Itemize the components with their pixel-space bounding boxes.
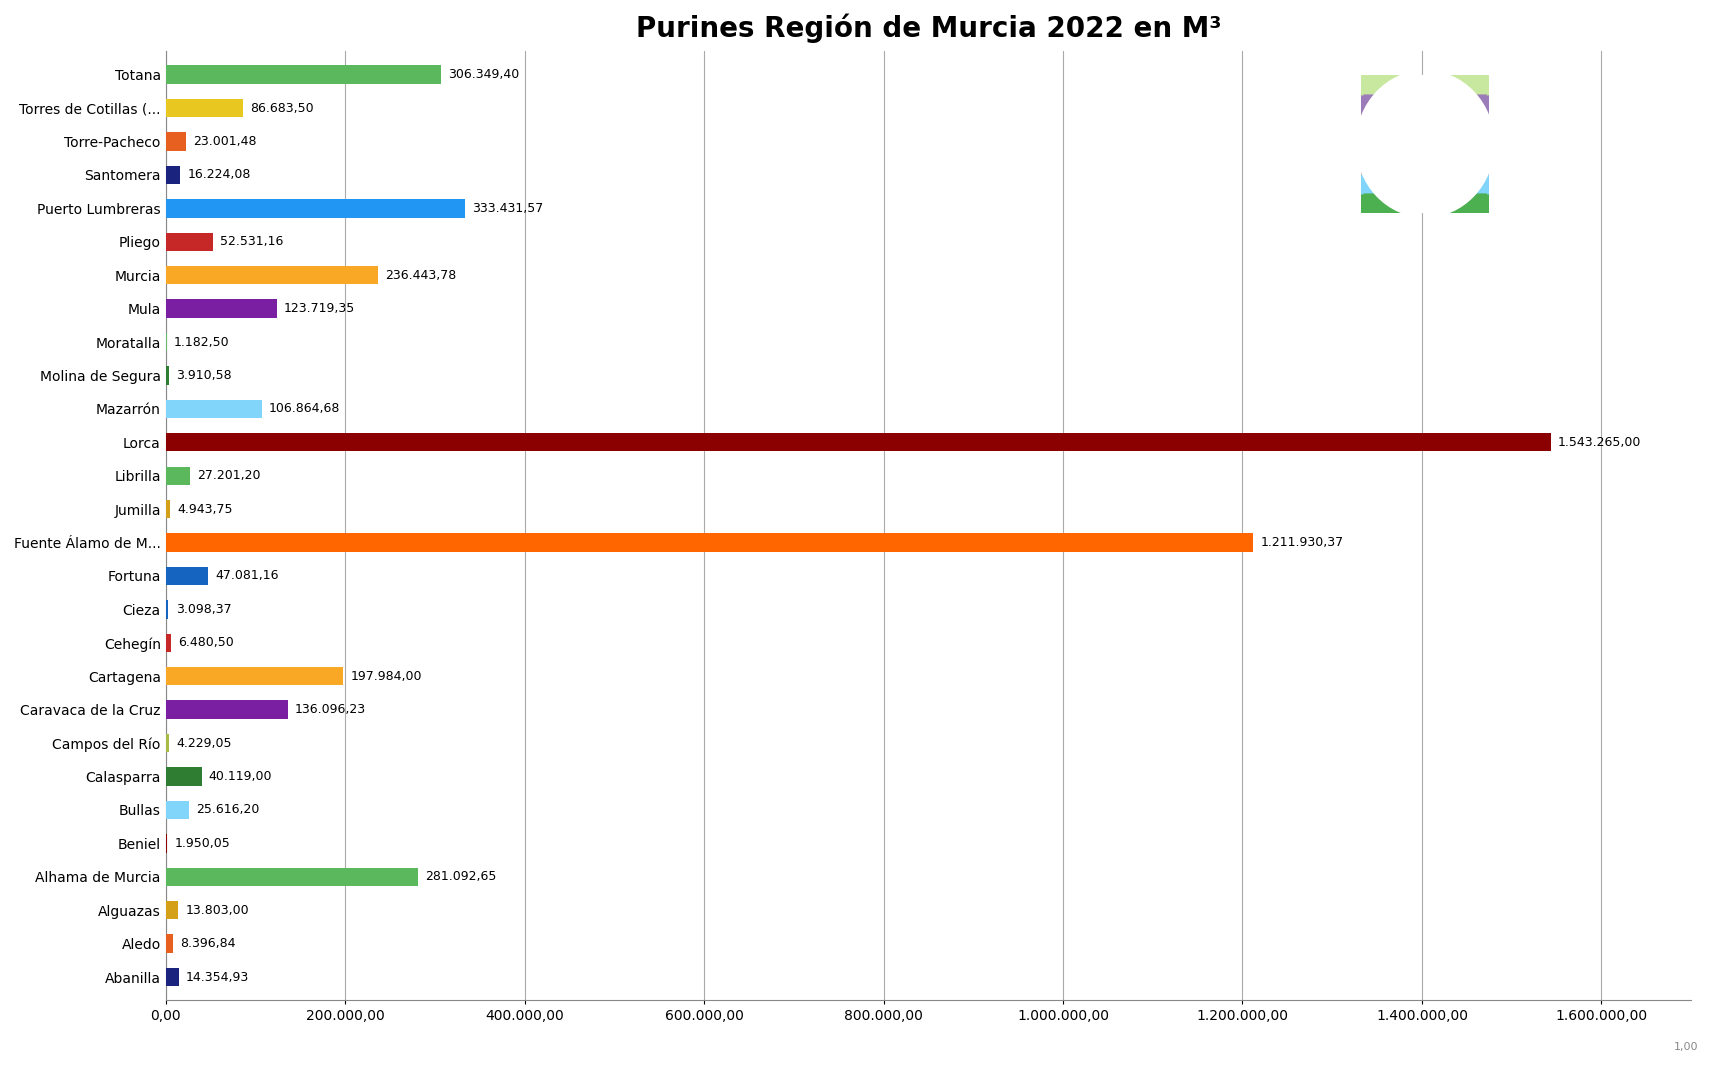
FancyBboxPatch shape (1359, 192, 1491, 214)
FancyBboxPatch shape (1363, 134, 1486, 152)
Text: 14.354,93: 14.354,93 (185, 970, 248, 984)
Bar (166, 901, 178, 919)
Text: 25.616,20: 25.616,20 (195, 804, 259, 817)
Ellipse shape (1358, 72, 1493, 215)
Bar (166, 400, 262, 418)
Bar (166, 99, 243, 117)
FancyBboxPatch shape (1359, 133, 1491, 155)
Text: 281.092,65: 281.092,65 (425, 870, 496, 884)
Text: 40.119,00: 40.119,00 (209, 770, 272, 784)
Bar (166, 300, 277, 318)
Bar (166, 700, 288, 718)
Text: 27.201,20: 27.201,20 (197, 469, 260, 482)
Text: 333.431,57: 333.431,57 (473, 201, 543, 215)
Text: 4.229,05: 4.229,05 (176, 737, 233, 749)
Text: 47.081,16: 47.081,16 (216, 569, 279, 582)
Bar (166, 935, 173, 953)
Bar (166, 868, 418, 886)
Text: 306.349,40: 306.349,40 (449, 68, 519, 81)
Text: 136.096,23: 136.096,23 (294, 704, 366, 716)
Text: 16.224,08: 16.224,08 (187, 168, 250, 181)
Title: Purines Región de Murcia 2022 en M³: Purines Región de Murcia 2022 en M³ (635, 14, 1221, 44)
FancyBboxPatch shape (1363, 193, 1486, 212)
Bar (166, 500, 169, 518)
Text: El Latido: El Latido (1400, 174, 1450, 183)
FancyBboxPatch shape (1359, 74, 1491, 96)
Text: 13.803,00: 13.803,00 (185, 904, 248, 917)
FancyBboxPatch shape (1359, 173, 1491, 194)
Bar (166, 533, 1253, 552)
Bar (166, 733, 169, 753)
Bar (166, 968, 178, 986)
Bar (166, 266, 378, 285)
FancyBboxPatch shape (1363, 114, 1486, 133)
FancyBboxPatch shape (1363, 154, 1486, 173)
Text: 1.950,05: 1.950,05 (175, 837, 231, 850)
FancyBboxPatch shape (1359, 94, 1491, 115)
Text: 1.182,50: 1.182,50 (175, 336, 229, 349)
FancyBboxPatch shape (1359, 152, 1491, 175)
Text: 1.543.265,00: 1.543.265,00 (1558, 436, 1642, 449)
Bar (166, 567, 207, 585)
Text: 1,00: 1,00 (1674, 1043, 1698, 1052)
Text: 1.211.930,37: 1.211.930,37 (1260, 536, 1344, 549)
Text: 6.480,50: 6.480,50 (178, 636, 235, 649)
Bar (166, 232, 212, 251)
Text: 4.943,75: 4.943,75 (178, 503, 233, 516)
Text: 23.001,48: 23.001,48 (193, 135, 257, 148)
Bar (166, 600, 168, 618)
FancyBboxPatch shape (1359, 113, 1491, 135)
Bar (166, 199, 466, 217)
Bar (166, 633, 171, 652)
Text: 3.098,37: 3.098,37 (176, 603, 231, 616)
Bar (166, 433, 1551, 452)
Bar (166, 768, 202, 786)
Bar (166, 835, 168, 853)
Bar (166, 165, 180, 184)
Bar (166, 667, 344, 685)
Text: 236.443,78: 236.443,78 (385, 269, 455, 281)
Text: 52.531,16: 52.531,16 (219, 236, 282, 248)
Bar (166, 65, 440, 84)
Bar (166, 467, 190, 485)
Text: 106.864,68: 106.864,68 (269, 402, 341, 416)
Text: 123.719,35: 123.719,35 (284, 302, 354, 316)
Bar (166, 801, 188, 819)
Bar (166, 367, 169, 385)
FancyBboxPatch shape (1363, 75, 1486, 94)
Text: 197.984,00: 197.984,00 (351, 669, 421, 682)
FancyBboxPatch shape (1363, 95, 1486, 113)
Text: 8.396,84: 8.396,84 (180, 937, 236, 950)
Text: 86.683,50: 86.683,50 (250, 101, 315, 114)
FancyBboxPatch shape (1363, 174, 1486, 192)
Bar (166, 132, 187, 150)
Text: 3.910,58: 3.910,58 (176, 369, 231, 382)
